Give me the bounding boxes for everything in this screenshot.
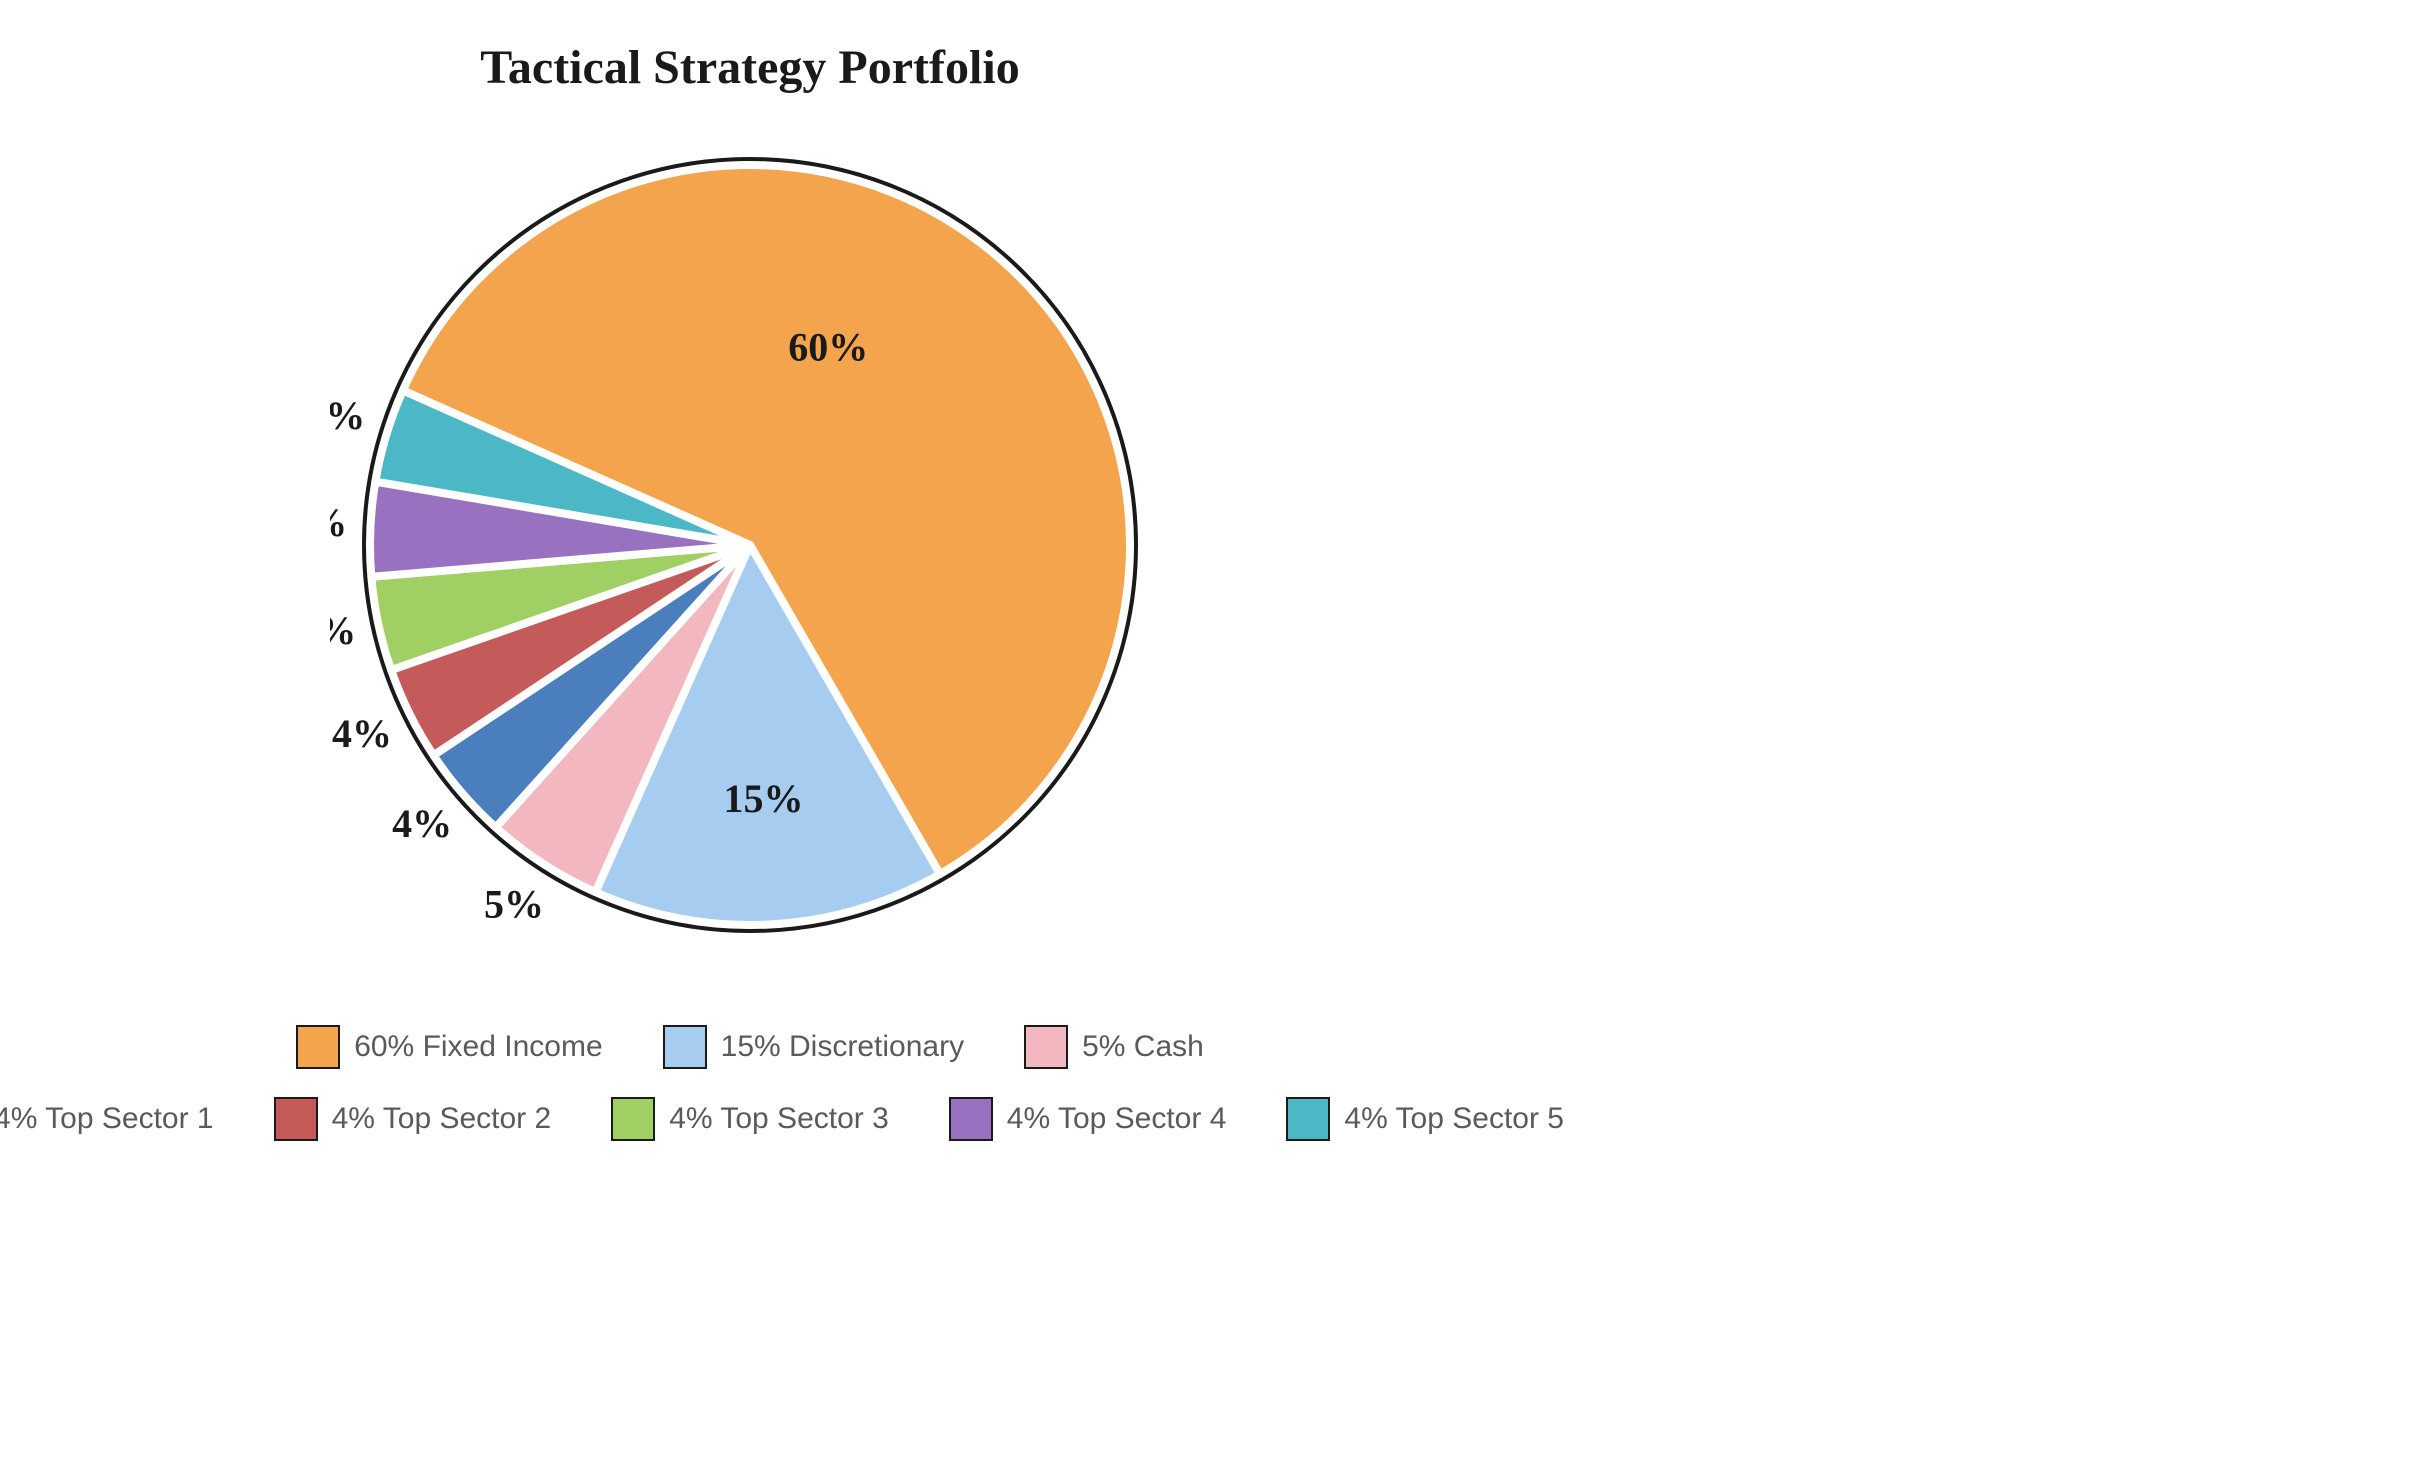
- legend-item: 15% Discretionary: [663, 1025, 964, 1069]
- legend-label: 4% Top Sector 5: [1344, 1102, 1564, 1136]
- legend-item: 4% Top Sector 5: [1286, 1097, 1564, 1141]
- pie-chart: 60%15%5%4%4%4%4%4%: [330, 125, 1170, 965]
- legend-swatch: [611, 1097, 655, 1141]
- legend-item: 4% Top Sector 3: [611, 1097, 889, 1141]
- pie-slice-label: 5%: [484, 881, 544, 926]
- legend-item: 4% Top Sector 1: [0, 1097, 214, 1141]
- legend-label: 5% Cash: [1082, 1030, 1204, 1064]
- legend-item: 5% Cash: [1024, 1025, 1204, 1069]
- legend-swatch: [663, 1025, 707, 1069]
- legend-label: 4% Top Sector 1: [0, 1102, 214, 1136]
- pie-slice-label: 4%: [332, 711, 392, 756]
- legend-label: 4% Top Sector 3: [669, 1102, 889, 1136]
- legend-swatch: [1024, 1025, 1068, 1069]
- legend-item: 4% Top Sector 4: [949, 1097, 1227, 1141]
- legend-label: 4% Top Sector 2: [332, 1102, 552, 1136]
- chart-container: Tactical Strategy Portfolio 60%15%5%4%4%…: [0, 0, 1500, 1141]
- legend-item: 60% Fixed Income: [296, 1025, 602, 1069]
- pie-slice-label: 4%: [330, 393, 365, 438]
- pie-slice-label: 60%: [788, 324, 868, 369]
- legend-row: 4% Top Sector 1 4% Top Sector 2 4% Top Sec…: [0, 1097, 1500, 1141]
- legend-swatch: [274, 1097, 318, 1141]
- legend-label: 4% Top Sector 4: [1007, 1102, 1227, 1136]
- legend-label: 15% Discretionary: [721, 1030, 964, 1064]
- pie-slice-label: 4%: [330, 500, 347, 545]
- legend-item: 4% Top Sector 2: [274, 1097, 552, 1141]
- chart-title: Tactical Strategy Portfolio: [0, 40, 1500, 95]
- chart-legend: 60% Fixed Income 15% Discretionary 5% Cash…: [0, 1025, 1500, 1141]
- legend-row: 60% Fixed Income 15% Discretionary 5% Cash: [0, 1025, 1500, 1069]
- pie-slice-label: 4%: [330, 608, 356, 653]
- pie-slice-label: 15%: [724, 776, 804, 821]
- legend-label: 60% Fixed Income: [354, 1030, 602, 1064]
- legend-swatch: [949, 1097, 993, 1141]
- legend-swatch: [296, 1025, 340, 1069]
- pie-slice-label: 4%: [392, 801, 452, 846]
- pie-chart-wrap: 60%15%5%4%4%4%4%4%: [0, 125, 1500, 965]
- legend-swatch: [1286, 1097, 1330, 1141]
